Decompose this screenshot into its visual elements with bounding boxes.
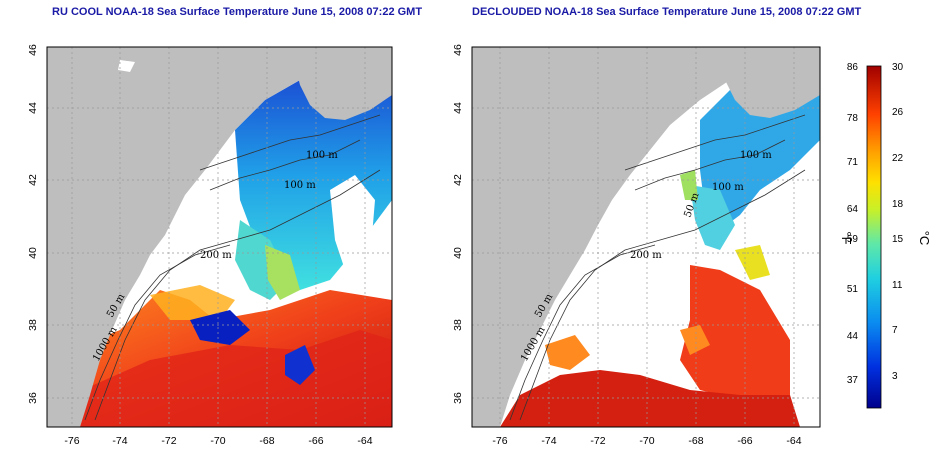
left-land xyxy=(47,47,392,427)
y-tick-label: 44 xyxy=(452,102,464,114)
celsius-tick: 3 xyxy=(892,371,898,382)
x-tick-label: -76 xyxy=(64,435,79,447)
fahrenheit-tick: 86 xyxy=(847,62,859,73)
right-warm-south xyxy=(500,370,800,427)
right-contour-label: 100 m xyxy=(712,182,744,193)
x-tick-label: -66 xyxy=(737,435,752,447)
left-contour-label: 100 m xyxy=(306,150,338,161)
celsius-tick: 11 xyxy=(892,280,903,291)
y-tick-label: 42 xyxy=(452,174,464,186)
x-tick-label: -68 xyxy=(688,435,703,447)
fahrenheit-unit-label: °F xyxy=(839,231,854,244)
right-map-frame xyxy=(471,46,821,428)
fahrenheit-tick: 71 xyxy=(847,157,859,168)
left-x-axis: -76 -74 -72 -70 -68 -66 -64 xyxy=(64,435,372,447)
celsius-tick: 15 xyxy=(892,234,904,245)
left-map-title: RU COOL NOAA-18 Sea Surface Temperature … xyxy=(52,6,423,18)
y-tick-label: 46 xyxy=(452,44,464,56)
right-cool-shelf xyxy=(690,185,735,250)
celsius-tick: 30 xyxy=(892,62,904,73)
left-gulfstream-band xyxy=(60,330,392,427)
y-tick-label: 46 xyxy=(27,44,39,56)
left-cloud-2 xyxy=(118,60,135,72)
right-map-panel: 100 m 100 m 50 m 200 m 50 m 1000 m -76 -… xyxy=(452,44,821,447)
x-tick-label: -72 xyxy=(590,435,605,447)
left-orange-front xyxy=(150,285,235,320)
x-tick-label: -74 xyxy=(541,435,556,447)
right-map-title: DECLOUDED NOAA-18 Sea Surface Temperatur… xyxy=(472,6,862,18)
left-y-axis: 36 38 40 42 44 46 xyxy=(27,44,39,404)
celsius-tick: 26 xyxy=(892,107,904,118)
right-x-axis: -76 -74 -72 -70 -68 -66 -64 xyxy=(492,435,801,447)
x-tick-label: -76 xyxy=(492,435,507,447)
left-nova-scotia xyxy=(290,47,392,120)
left-map-frame xyxy=(46,46,393,428)
x-tick-label: -66 xyxy=(308,435,323,447)
fahrenheit-tick: 51 xyxy=(847,284,859,295)
right-contour-label: 100 m xyxy=(740,150,772,161)
left-cold-eddy-2 xyxy=(285,345,315,385)
x-tick-label: -70 xyxy=(639,435,654,447)
right-warm-water xyxy=(680,265,790,400)
y-tick-label: 40 xyxy=(452,247,464,259)
fahrenheit-tick: 78 xyxy=(847,113,859,124)
x-tick-label: -64 xyxy=(357,435,372,447)
temperature-colorbar: 86 78 71 64 59 51 44 37 30 26 22 18 15 1… xyxy=(839,62,932,409)
celsius-tick: 7 xyxy=(892,325,898,336)
right-green-patch xyxy=(680,170,698,200)
y-tick-label: 44 xyxy=(27,102,39,114)
celsius-unit-label: °C xyxy=(917,231,932,246)
y-tick-label: 36 xyxy=(452,392,464,404)
y-tick-label: 42 xyxy=(27,174,39,186)
left-contour-label: 200 m xyxy=(200,250,232,261)
left-cloud-1 xyxy=(330,175,375,270)
x-tick-label: -68 xyxy=(259,435,274,447)
fahrenheit-tick: 59 xyxy=(847,234,859,245)
left-contour-label: 100 m xyxy=(284,180,316,191)
right-orange-patch xyxy=(545,335,590,370)
y-tick-label: 36 xyxy=(27,392,39,404)
left-cold-eddy xyxy=(190,310,250,345)
right-orange-patch-2 xyxy=(680,325,710,355)
right-contour-label: 200 m xyxy=(630,250,662,261)
celsius-tick: 18 xyxy=(892,199,904,210)
right-nova-scotia xyxy=(715,47,820,118)
fahrenheit-ticks: 86 78 71 64 59 51 44 37 xyxy=(847,62,859,386)
right-y-axis: 36 38 40 42 44 46 xyxy=(452,44,464,404)
y-tick-label: 40 xyxy=(27,247,39,259)
celsius-ticks: 30 26 22 18 15 11 7 3 xyxy=(892,62,904,382)
x-tick-label: -64 xyxy=(786,435,801,447)
left-map-panel: 100 m 100 m 200 m 50 m 1000 m -76 -74 -7… xyxy=(27,44,393,447)
right-yellow-patch xyxy=(735,245,770,280)
x-tick-label: -72 xyxy=(161,435,176,447)
left-grid xyxy=(47,47,392,427)
right-bathymetry-contours xyxy=(509,114,806,421)
y-tick-label: 38 xyxy=(27,319,39,331)
x-tick-label: -70 xyxy=(210,435,225,447)
right-grid xyxy=(472,47,820,427)
x-tick-label: -74 xyxy=(112,435,127,447)
colorbar-gradient xyxy=(866,65,882,409)
fahrenheit-tick: 37 xyxy=(847,375,859,386)
y-tick-label: 38 xyxy=(452,319,464,331)
celsius-tick: 22 xyxy=(892,153,904,164)
left-green-patch xyxy=(265,245,300,300)
fahrenheit-tick: 44 xyxy=(847,331,859,342)
right-land xyxy=(472,47,820,427)
fahrenheit-tick: 64 xyxy=(847,204,859,215)
